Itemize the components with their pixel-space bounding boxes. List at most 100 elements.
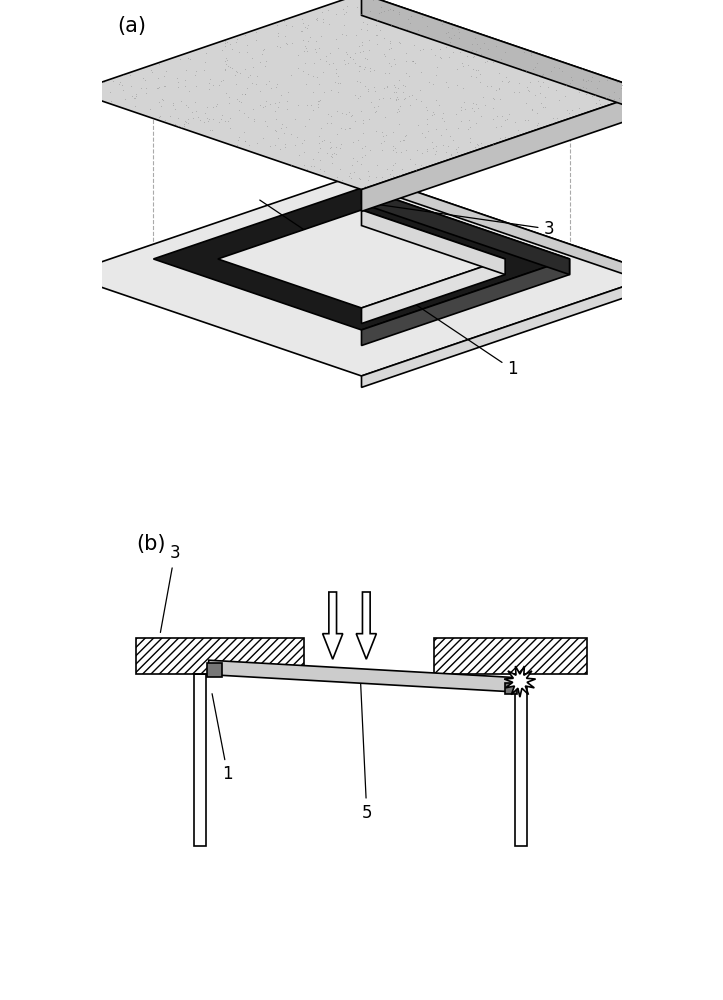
- Point: [330, 61, 342, 77]
- Polygon shape: [362, 275, 659, 387]
- Point: [312, 144, 324, 160]
- Point: [390, 84, 402, 100]
- Point: [221, 50, 232, 66]
- Point: [289, 137, 301, 153]
- Text: 5: 5: [479, 90, 559, 108]
- Point: [602, 72, 613, 88]
- Point: [354, 171, 366, 187]
- Point: [334, 161, 346, 177]
- Point: [403, 68, 414, 84]
- Point: [487, 54, 498, 70]
- Point: [500, 69, 512, 85]
- Point: [224, 59, 236, 75]
- Point: [344, 165, 356, 181]
- Point: [315, 28, 326, 44]
- Point: [429, 146, 441, 162]
- Point: [153, 79, 165, 95]
- Point: [440, 39, 452, 55]
- Point: [270, 123, 281, 139]
- Point: [335, 120, 347, 136]
- Point: [608, 84, 620, 100]
- Point: [489, 91, 500, 107]
- Point: [249, 111, 260, 127]
- Point: [343, 120, 355, 136]
- Point: [382, 2, 394, 18]
- Point: [391, 89, 403, 105]
- Point: [390, 79, 401, 95]
- Point: [422, 102, 433, 118]
- Point: [239, 133, 251, 149]
- Point: [407, 53, 419, 69]
- Point: [223, 95, 235, 111]
- Point: [560, 77, 572, 93]
- Point: [574, 80, 586, 96]
- Point: [325, 140, 336, 156]
- Point: [299, 55, 310, 71]
- Point: [191, 103, 202, 119]
- Point: [322, 2, 334, 18]
- Point: [332, 75, 343, 91]
- Point: [364, 142, 376, 158]
- Point: [386, 162, 398, 178]
- Point: [356, 37, 368, 53]
- Point: [400, 65, 411, 81]
- Point: [135, 80, 147, 96]
- Point: [221, 52, 233, 68]
- Point: [388, 142, 399, 158]
- Point: [234, 102, 245, 118]
- Point: [276, 116, 288, 132]
- Point: [388, 138, 399, 154]
- Point: [393, 6, 404, 22]
- Point: [179, 118, 190, 134]
- Point: [472, 100, 484, 116]
- Point: [419, 129, 431, 145]
- Point: [341, 0, 352, 14]
- Point: [239, 61, 250, 77]
- Point: [385, 58, 397, 74]
- Point: [155, 98, 167, 114]
- Point: [408, 53, 419, 69]
- Point: [521, 79, 533, 95]
- Point: [355, 103, 367, 119]
- Point: [420, 99, 432, 115]
- Polygon shape: [362, 173, 659, 286]
- Point: [466, 42, 477, 58]
- Point: [204, 75, 215, 91]
- Point: [499, 44, 510, 60]
- Point: [364, 63, 375, 79]
- Point: [236, 86, 248, 102]
- Point: [322, 145, 333, 161]
- Point: [458, 94, 470, 110]
- Point: [357, 14, 369, 30]
- Point: [231, 64, 243, 80]
- Point: [529, 59, 541, 75]
- Point: [368, 62, 380, 78]
- Point: [314, 51, 325, 67]
- Point: [98, 74, 109, 90]
- Point: [171, 70, 182, 86]
- Point: [479, 54, 491, 70]
- Point: [513, 122, 524, 138]
- Point: [241, 44, 253, 60]
- Point: [316, 4, 328, 20]
- Point: [151, 80, 163, 96]
- Point: [371, 12, 382, 28]
- Point: [169, 116, 181, 132]
- Point: [495, 51, 507, 67]
- Point: [494, 65, 505, 81]
- Point: [315, 120, 327, 136]
- Point: [385, 40, 397, 56]
- Point: [221, 85, 232, 101]
- Point: [278, 125, 290, 141]
- Point: [159, 78, 171, 94]
- Point: [93, 86, 105, 102]
- Point: [260, 76, 272, 92]
- Point: [445, 146, 457, 162]
- Point: [576, 61, 588, 77]
- Point: [325, 115, 337, 131]
- Point: [325, 82, 337, 98]
- Point: [561, 102, 573, 118]
- Point: [392, 101, 403, 117]
- Point: [371, 27, 382, 43]
- Point: [312, 10, 323, 26]
